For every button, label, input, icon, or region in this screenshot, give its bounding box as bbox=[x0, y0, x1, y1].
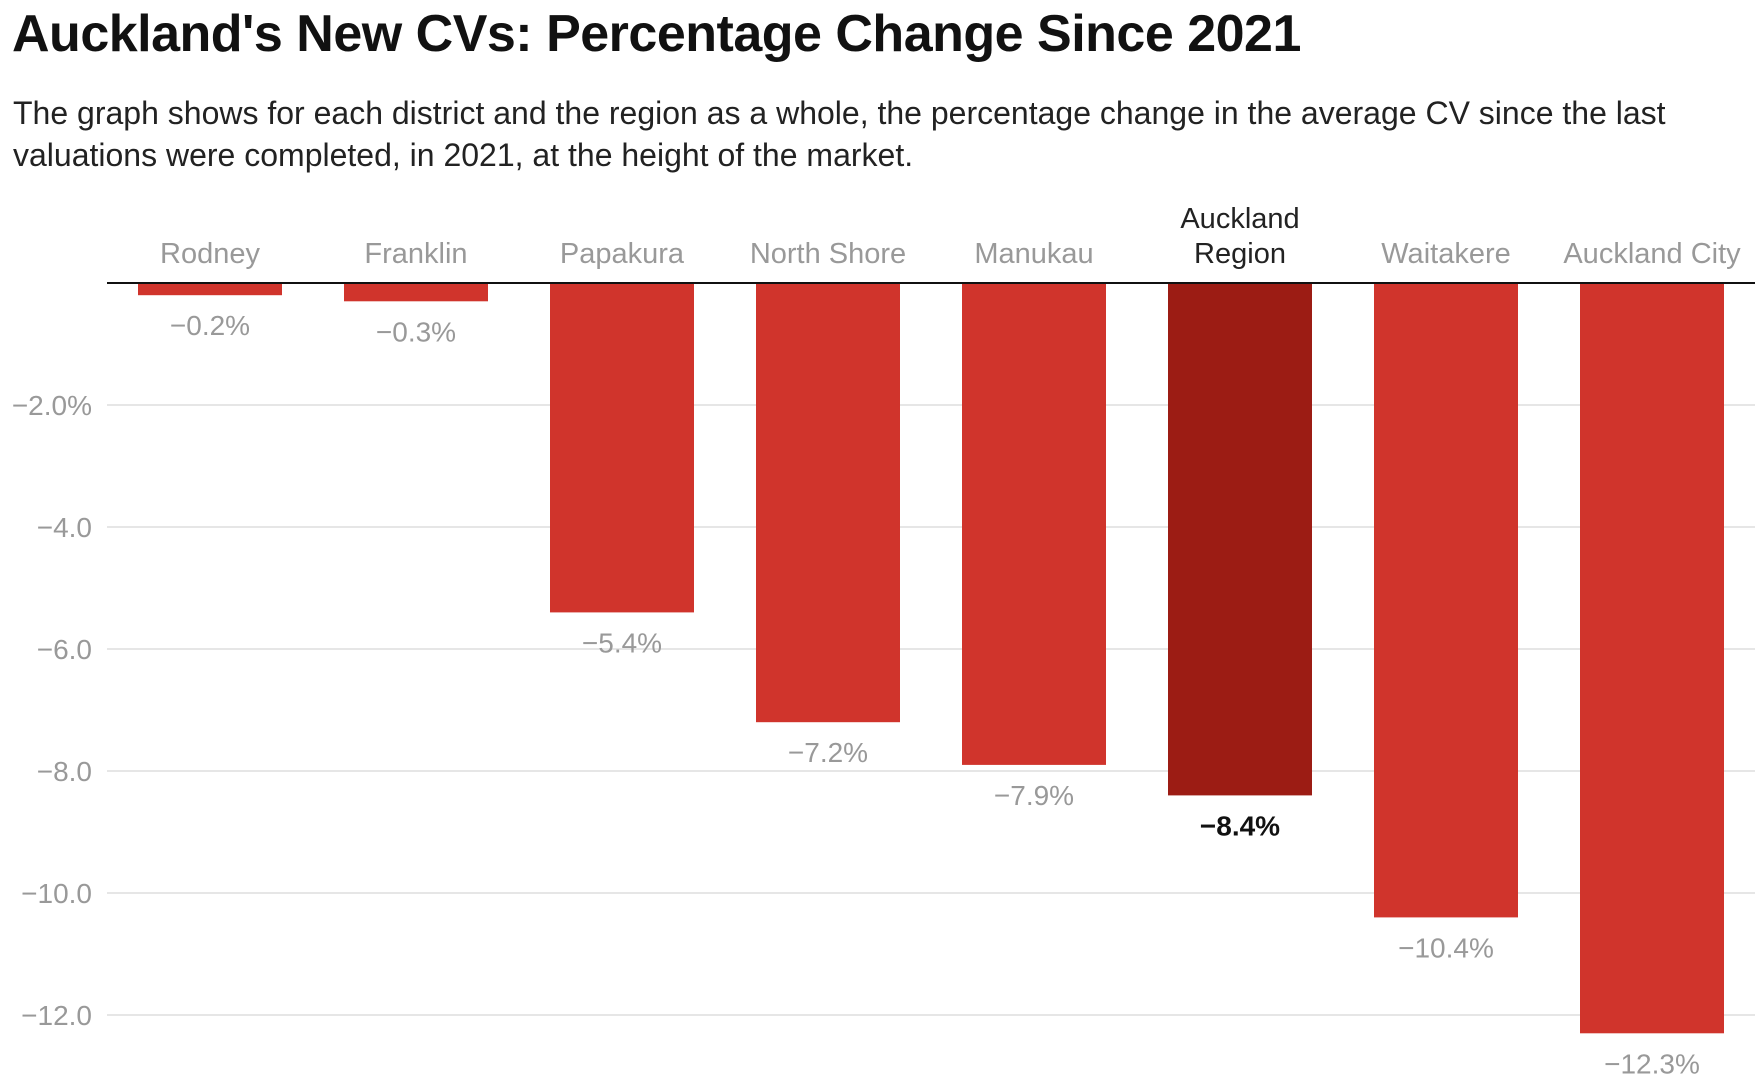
category-label: Manukau bbox=[974, 238, 1093, 270]
category-label: Waitakere bbox=[1381, 238, 1510, 270]
bar-manukau bbox=[962, 283, 1106, 765]
category-label: Franklin bbox=[364, 238, 467, 270]
bar-auckland-city bbox=[1580, 283, 1724, 1034]
value-label: −7.2% bbox=[788, 737, 868, 768]
bar-waitakere bbox=[1374, 283, 1518, 918]
value-label: −12.3% bbox=[1604, 1048, 1700, 1079]
category-label: Papakura bbox=[560, 238, 685, 270]
bar-auckland-region bbox=[1168, 283, 1312, 796]
bar-north-shore bbox=[756, 283, 900, 723]
y-tick-label: −10.0 bbox=[21, 878, 92, 909]
value-label: −5.4% bbox=[582, 627, 662, 658]
bar-papakura bbox=[550, 283, 694, 613]
y-tick-label: −6.0 bbox=[37, 634, 92, 665]
y-tick-label: −12.0 bbox=[21, 1000, 92, 1031]
category-label: North Shore bbox=[750, 238, 906, 270]
category-label: Region bbox=[1194, 238, 1286, 270]
chart-title: Auckland's New CVs: Percentage Change Si… bbox=[12, 5, 1301, 63]
y-tick-label: −2.0% bbox=[12, 390, 92, 421]
bar-franklin bbox=[344, 283, 488, 302]
value-label: −7.9% bbox=[994, 780, 1074, 811]
chart-subtitle: The graph shows for each district and th… bbox=[13, 95, 1666, 173]
category-label: Auckland City bbox=[1563, 238, 1741, 270]
y-tick-label: −4.0 bbox=[37, 512, 92, 543]
category-label: Auckland bbox=[1180, 203, 1299, 235]
y-tick-label: −8.0 bbox=[37, 756, 92, 787]
bar-rodney bbox=[138, 283, 282, 296]
value-label: −8.4% bbox=[1200, 810, 1280, 841]
value-label: −0.2% bbox=[170, 310, 250, 341]
value-label: −0.3% bbox=[376, 316, 456, 347]
category-label: Rodney bbox=[160, 238, 260, 270]
value-label: −10.4% bbox=[1398, 932, 1494, 963]
